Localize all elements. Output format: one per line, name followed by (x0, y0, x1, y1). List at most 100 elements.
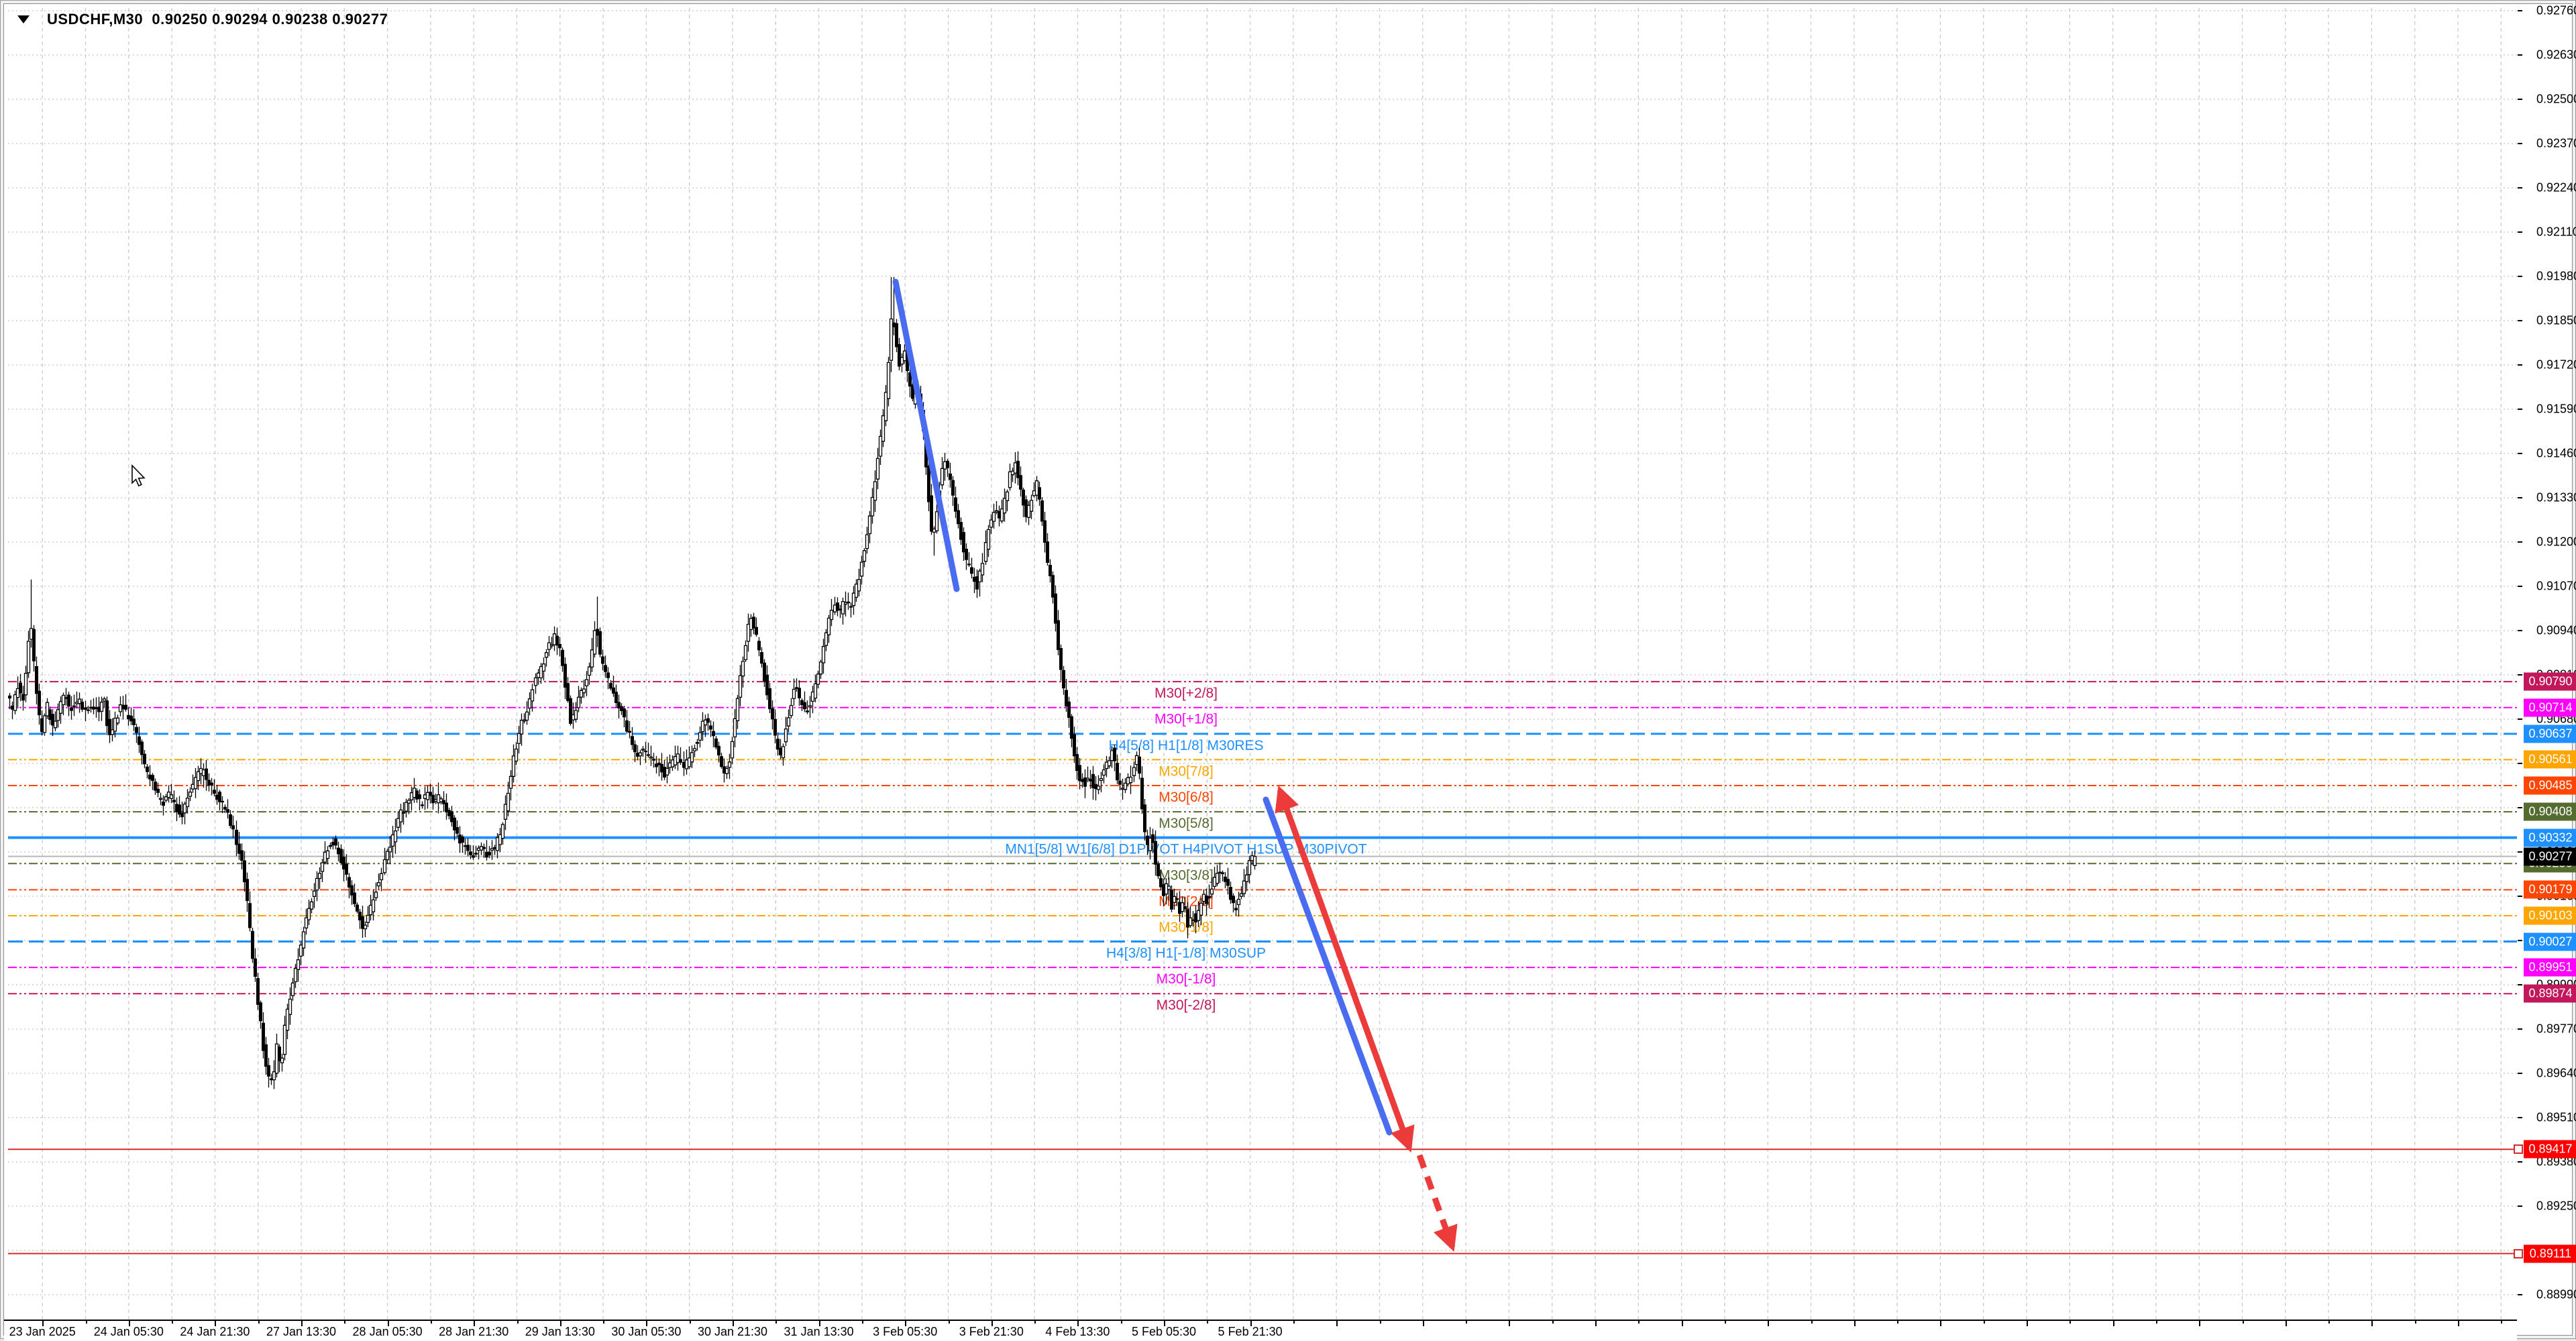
price-badge-current: 0.90277 (2524, 847, 2576, 866)
price-tick (2518, 940, 2522, 941)
level-label-m30-minus-1-8: M30[-1/8] (1157, 971, 1216, 987)
price-tick (2518, 409, 2522, 410)
symbol-period-label: USDCHF,M30 (47, 11, 144, 28)
price-tick (2518, 320, 2522, 321)
time-tick (1983, 1321, 1985, 1324)
projection-arrow-dashed[interactable] (1416, 1154, 1458, 1252)
time-tick (2199, 1321, 2201, 1326)
price-tick (2518, 453, 2522, 454)
time-tick (42, 1321, 44, 1326)
time-tick (301, 1321, 303, 1326)
time-tick (1034, 1321, 1036, 1324)
price-badge-m30-plus-2-8: 0.90790 (2524, 672, 2576, 691)
price-tick-label: 0.92370 (2536, 136, 2576, 150)
level-label-m30-sup: H4[3/8] H1[-1/8] M30SUP (1106, 946, 1266, 961)
price-tick (2518, 1161, 2522, 1163)
time-axis-label: 30 Jan 05:30 (611, 1325, 682, 1338)
projection-arrow[interactable] (1275, 785, 1415, 1153)
price-tick (2518, 1073, 2522, 1074)
time-tick (1164, 1321, 1165, 1326)
price-tick (2518, 10, 2522, 11)
time-tick (1422, 1321, 1424, 1326)
price-tick-label: 0.92630 (2536, 48, 2576, 62)
price-tick (2518, 1028, 2522, 1030)
candlestick-series (8, 277, 1257, 1089)
trend-annotations[interactable] (892, 278, 1458, 1252)
time-tick (474, 1321, 476, 1326)
time-tick (2112, 1321, 2114, 1326)
price-tick-label: 0.90940 (2536, 623, 2576, 637)
time-tick (2070, 1321, 2072, 1324)
price-tick-label: 0.88990 (2536, 1287, 2576, 1301)
price-tick-label: 0.91460 (2536, 446, 2576, 460)
price-badge-m30-sup: 0.90027 (2524, 932, 2576, 951)
level-label-m30-5-8: M30[5/8] (1159, 816, 1214, 831)
time-tick (344, 1321, 346, 1324)
time-tick (861, 1321, 863, 1324)
price-badge-target-line-1: 0.89417 (2524, 1140, 2576, 1159)
line-anchor-marker[interactable] (2514, 1248, 2523, 1258)
time-axis-label: 29 Jan 13:30 (525, 1325, 595, 1338)
level-label-m30-plus-2-8: M30[+2/8] (1155, 686, 1218, 701)
chart-plot-area[interactable]: M30[+2/8] M30[+1/8] H4[5/8] H1[1/8] M30RES… (4, 4, 2517, 1320)
time-tick (1811, 1321, 1813, 1324)
time-axis-label: 3 Feb 05:30 (873, 1325, 938, 1338)
time-axis-label: 24 Jan 21:30 (180, 1325, 250, 1338)
time-tick (948, 1321, 950, 1324)
level-label-m30-3-8: M30[3/8] (1159, 867, 1214, 883)
price-tick (2518, 187, 2522, 189)
price-tick (2518, 231, 2522, 233)
trendline-1[interactable] (892, 278, 960, 592)
time-tick (2371, 1321, 2373, 1326)
level-label-m30-plus-1-8: M30[+1/8] (1155, 712, 1218, 727)
time-tick (646, 1321, 648, 1326)
price-tick (2518, 674, 2522, 676)
level-label-m30-7-8: M30[7/8] (1159, 763, 1214, 779)
price-badge-m30-res: 0.90637 (2524, 725, 2576, 743)
time-tick (1077, 1321, 1079, 1326)
price-tick (2518, 763, 2522, 764)
time-tick (1638, 1321, 1640, 1324)
time-axis[interactable]: 23 Jan 2025 24 Jan 05:30 24 Jan 21:30 27 Ja… (4, 1320, 2517, 1341)
time-tick (1681, 1321, 1683, 1326)
mouse-cursor (131, 464, 146, 487)
time-tick (1854, 1321, 1856, 1326)
level-label-m30-6-8: M30[6/8] (1159, 790, 1214, 805)
price-axis[interactable]: 0.92760 0.92630 0.92500 0.92370 0.92240 0.921… (2514, 4, 2576, 1319)
price-tick (2518, 807, 2522, 808)
price-tick-label: 0.89510 (2536, 1110, 2576, 1124)
chart-title-row: USDCHF,M30 0.90250 0.90294 0.90238 0.902… (17, 9, 388, 30)
price-tick (2518, 1117, 2522, 1118)
time-tick (258, 1321, 260, 1324)
price-badge-pivot: 0.90332 (2524, 828, 2576, 847)
price-tick-label: 0.89250 (2536, 1199, 2576, 1213)
price-tick (2518, 497, 2522, 498)
price-tick-label: 0.92240 (2536, 180, 2576, 195)
time-tick (1336, 1321, 1338, 1326)
chart-title: USDCHF,M30 0.90250 0.90294 0.90238 0.902… (47, 11, 388, 28)
ohlc-readout: 0.90250 0.90294 0.90238 0.90277 (152, 11, 388, 28)
time-axis-label: 5 Feb 05:30 (1131, 1325, 1197, 1338)
time-tick (2285, 1321, 2287, 1326)
time-tick (1250, 1321, 1252, 1326)
price-tick (2518, 718, 2522, 720)
price-tick-label: 0.91720 (2536, 358, 2576, 372)
time-tick (2501, 1321, 2503, 1324)
grid (8, 8, 2517, 1320)
price-tick-label: 0.92110 (2536, 225, 2576, 239)
target-price-lines[interactable] (8, 1148, 2517, 1254)
time-tick (387, 1321, 389, 1326)
price-badge-m30-5-8: 0.90408 (2524, 802, 2576, 821)
time-tick (775, 1321, 777, 1324)
time-tick (603, 1321, 605, 1324)
time-axis-label: 28 Jan 05:30 (352, 1325, 423, 1338)
price-badge-m30-1-8: 0.90103 (2524, 906, 2576, 925)
price-tick-label: 0.91850 (2536, 313, 2576, 327)
line-anchor-marker[interactable] (2514, 1144, 2523, 1155)
price-tick (2518, 630, 2522, 631)
price-tick (2518, 586, 2522, 587)
oneclick-trading-toggle-icon[interactable] (17, 15, 30, 23)
time-tick (689, 1321, 691, 1324)
time-tick (1552, 1321, 1554, 1324)
